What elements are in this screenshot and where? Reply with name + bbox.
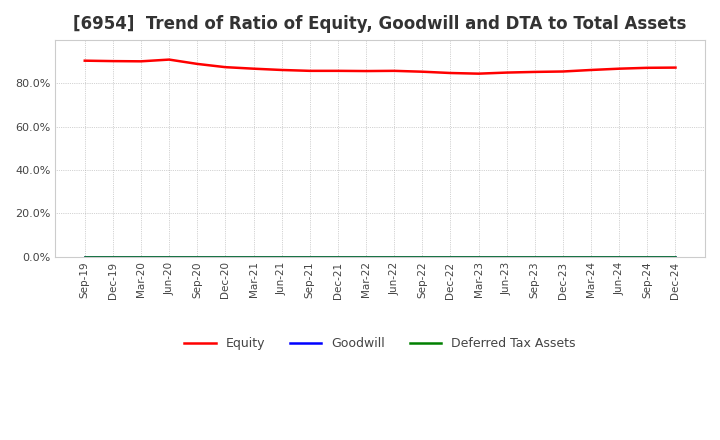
- Title: [6954]  Trend of Ratio of Equity, Goodwill and DTA to Total Assets: [6954] Trend of Ratio of Equity, Goodwil…: [73, 15, 687, 33]
- Deferred Tax Assets: [531, 254, 539, 259]
- Deferred Tax Assets: [305, 254, 314, 259]
- Deferred Tax Assets: [615, 254, 624, 259]
- Deferred Tax Assets: [418, 254, 427, 259]
- Equity: [418, 69, 427, 74]
- Equity: [277, 67, 286, 73]
- Equity: [531, 69, 539, 74]
- Goodwill: [361, 254, 370, 259]
- Goodwill: [165, 254, 174, 259]
- Legend: Equity, Goodwill, Deferred Tax Assets: Equity, Goodwill, Deferred Tax Assets: [179, 332, 581, 355]
- Equity: [559, 69, 567, 74]
- Goodwill: [333, 254, 342, 259]
- Deferred Tax Assets: [587, 254, 595, 259]
- Deferred Tax Assets: [559, 254, 567, 259]
- Goodwill: [109, 254, 117, 259]
- Deferred Tax Assets: [81, 254, 89, 259]
- Deferred Tax Assets: [671, 254, 680, 259]
- Goodwill: [503, 254, 511, 259]
- Equity: [474, 71, 483, 76]
- Deferred Tax Assets: [109, 254, 117, 259]
- Equity: [221, 65, 230, 70]
- Goodwill: [81, 254, 89, 259]
- Goodwill: [671, 254, 680, 259]
- Equity: [643, 65, 652, 70]
- Line: Equity: Equity: [85, 59, 675, 73]
- Goodwill: [587, 254, 595, 259]
- Goodwill: [615, 254, 624, 259]
- Equity: [503, 70, 511, 75]
- Deferred Tax Assets: [361, 254, 370, 259]
- Equity: [165, 57, 174, 62]
- Deferred Tax Assets: [643, 254, 652, 259]
- Equity: [193, 61, 202, 66]
- Equity: [615, 66, 624, 71]
- Deferred Tax Assets: [165, 254, 174, 259]
- Equity: [137, 59, 145, 64]
- Equity: [671, 65, 680, 70]
- Goodwill: [643, 254, 652, 259]
- Deferred Tax Assets: [249, 254, 258, 259]
- Equity: [109, 59, 117, 64]
- Equity: [305, 68, 314, 73]
- Goodwill: [446, 254, 455, 259]
- Deferred Tax Assets: [137, 254, 145, 259]
- Goodwill: [559, 254, 567, 259]
- Goodwill: [474, 254, 483, 259]
- Goodwill: [249, 254, 258, 259]
- Deferred Tax Assets: [503, 254, 511, 259]
- Equity: [390, 68, 398, 73]
- Goodwill: [277, 254, 286, 259]
- Equity: [587, 67, 595, 73]
- Deferred Tax Assets: [390, 254, 398, 259]
- Equity: [249, 66, 258, 71]
- Deferred Tax Assets: [446, 254, 455, 259]
- Goodwill: [531, 254, 539, 259]
- Deferred Tax Assets: [277, 254, 286, 259]
- Equity: [361, 68, 370, 73]
- Goodwill: [305, 254, 314, 259]
- Deferred Tax Assets: [333, 254, 342, 259]
- Goodwill: [137, 254, 145, 259]
- Goodwill: [221, 254, 230, 259]
- Goodwill: [390, 254, 398, 259]
- Goodwill: [193, 254, 202, 259]
- Equity: [333, 68, 342, 73]
- Equity: [81, 58, 89, 63]
- Equity: [446, 70, 455, 76]
- Deferred Tax Assets: [474, 254, 483, 259]
- Deferred Tax Assets: [193, 254, 202, 259]
- Deferred Tax Assets: [221, 254, 230, 259]
- Goodwill: [418, 254, 427, 259]
